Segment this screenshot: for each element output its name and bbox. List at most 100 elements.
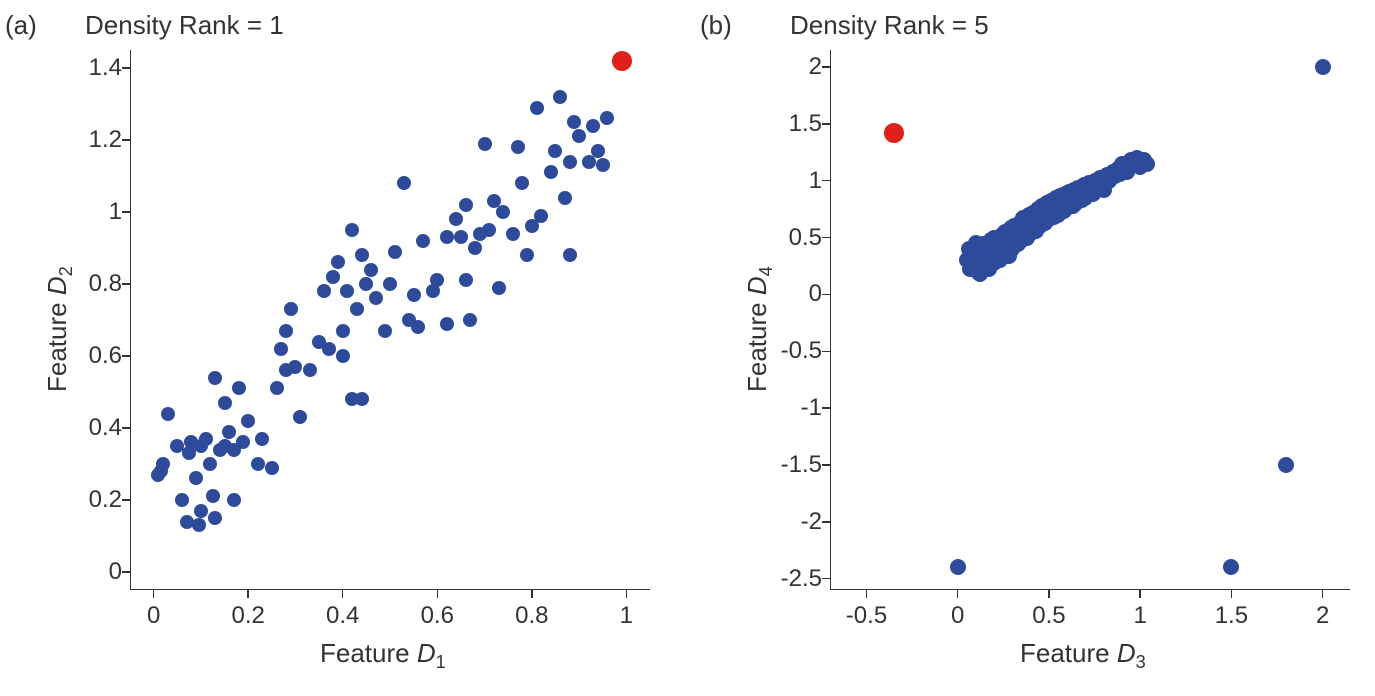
data-point bbox=[1139, 156, 1155, 172]
data-point bbox=[449, 212, 463, 226]
data-point bbox=[189, 471, 203, 485]
xtick-mark bbox=[1231, 590, 1233, 598]
ytick-label: 0.5 bbox=[752, 224, 822, 252]
highlight-point bbox=[612, 51, 632, 71]
panel-title-b: Density Rank = 5 bbox=[790, 10, 989, 41]
data-point bbox=[236, 435, 250, 449]
data-point bbox=[350, 302, 364, 316]
data-point bbox=[506, 227, 520, 241]
data-point bbox=[288, 360, 302, 374]
ylabel-b: Feature D4 bbox=[742, 266, 777, 392]
data-point bbox=[463, 313, 477, 327]
data-point bbox=[496, 205, 510, 219]
data-point bbox=[227, 493, 241, 507]
panel-label-a: (a) bbox=[5, 10, 37, 41]
ytick-label: -1 bbox=[752, 394, 822, 422]
ytick-label: 1.2 bbox=[52, 126, 122, 154]
data-point bbox=[534, 209, 548, 223]
data-point bbox=[274, 342, 288, 356]
ytick-label: 0 bbox=[52, 558, 122, 586]
data-point bbox=[459, 273, 473, 287]
data-point bbox=[270, 381, 284, 395]
data-point bbox=[553, 90, 567, 104]
data-point bbox=[255, 432, 269, 446]
data-point bbox=[336, 324, 350, 338]
data-point bbox=[459, 198, 473, 212]
ytick-label: -2 bbox=[752, 508, 822, 536]
xtick-label: 0.6 bbox=[421, 602, 454, 630]
data-point bbox=[359, 277, 373, 291]
xtick-label: 1 bbox=[1133, 602, 1146, 630]
ytick-mark bbox=[822, 351, 830, 353]
xtick-label: 1 bbox=[620, 602, 633, 630]
data-point bbox=[265, 461, 279, 475]
data-point bbox=[203, 457, 217, 471]
ytick-mark bbox=[122, 571, 130, 573]
data-point bbox=[478, 137, 492, 151]
xtick-label: 0.5 bbox=[1032, 602, 1065, 630]
data-point bbox=[284, 302, 298, 316]
xtick-mark bbox=[1139, 590, 1141, 598]
ytick-mark bbox=[122, 67, 130, 69]
data-point bbox=[1315, 59, 1331, 75]
data-point bbox=[548, 144, 562, 158]
data-point bbox=[388, 245, 402, 259]
xtick-mark bbox=[247, 590, 249, 598]
panel-title-a: Density Rank = 1 bbox=[85, 10, 284, 41]
xtick-mark bbox=[1048, 590, 1050, 598]
xtick-label: 0.8 bbox=[515, 602, 548, 630]
data-point bbox=[331, 255, 345, 269]
ytick-mark bbox=[122, 355, 130, 357]
data-point bbox=[411, 320, 425, 334]
data-point bbox=[596, 158, 610, 172]
ytick-label: 1 bbox=[752, 167, 822, 195]
data-point bbox=[383, 277, 397, 291]
data-point bbox=[364, 263, 378, 277]
data-point bbox=[530, 101, 544, 115]
data-point bbox=[156, 457, 170, 471]
data-point bbox=[1223, 559, 1239, 575]
data-point bbox=[515, 176, 529, 190]
panel-label-b: (b) bbox=[700, 10, 732, 41]
ytick-label: 1 bbox=[52, 198, 122, 226]
ytick-mark bbox=[822, 180, 830, 182]
xtick-mark bbox=[437, 590, 439, 598]
data-point bbox=[218, 396, 232, 410]
data-point bbox=[440, 317, 454, 331]
data-point bbox=[355, 392, 369, 406]
data-point bbox=[192, 518, 206, 532]
data-point bbox=[586, 119, 600, 133]
data-point bbox=[279, 324, 293, 338]
data-point bbox=[317, 284, 331, 298]
data-point bbox=[345, 223, 359, 237]
xtick-mark bbox=[1322, 590, 1324, 598]
xlabel-a: Feature D1 bbox=[320, 638, 446, 673]
ytick-mark bbox=[122, 499, 130, 501]
data-point bbox=[326, 270, 340, 284]
data-point bbox=[232, 381, 246, 395]
xtick-mark bbox=[153, 590, 155, 598]
ytick-mark bbox=[122, 283, 130, 285]
data-point bbox=[454, 230, 468, 244]
data-point bbox=[369, 291, 383, 305]
xtick-label: 0 bbox=[147, 602, 160, 630]
data-point bbox=[208, 371, 222, 385]
xtick-label: 1.5 bbox=[1215, 602, 1248, 630]
plot-area-b bbox=[830, 50, 1350, 590]
highlight-point bbox=[884, 123, 904, 143]
ytick-label: 1.5 bbox=[752, 110, 822, 138]
data-point bbox=[563, 155, 577, 169]
data-point bbox=[950, 559, 966, 575]
data-point bbox=[378, 324, 392, 338]
ytick-label: 1.4 bbox=[52, 54, 122, 82]
data-point bbox=[468, 241, 482, 255]
ytick-mark bbox=[822, 123, 830, 125]
ytick-mark bbox=[122, 427, 130, 429]
data-point bbox=[511, 140, 525, 154]
data-point bbox=[430, 273, 444, 287]
xlabel-b: Feature D3 bbox=[1020, 638, 1146, 673]
data-point bbox=[563, 248, 577, 262]
data-point bbox=[482, 223, 496, 237]
figure: (a)Density Rank = 100.20.40.60.8100.20.4… bbox=[0, 0, 1375, 696]
ytick-mark bbox=[822, 294, 830, 296]
